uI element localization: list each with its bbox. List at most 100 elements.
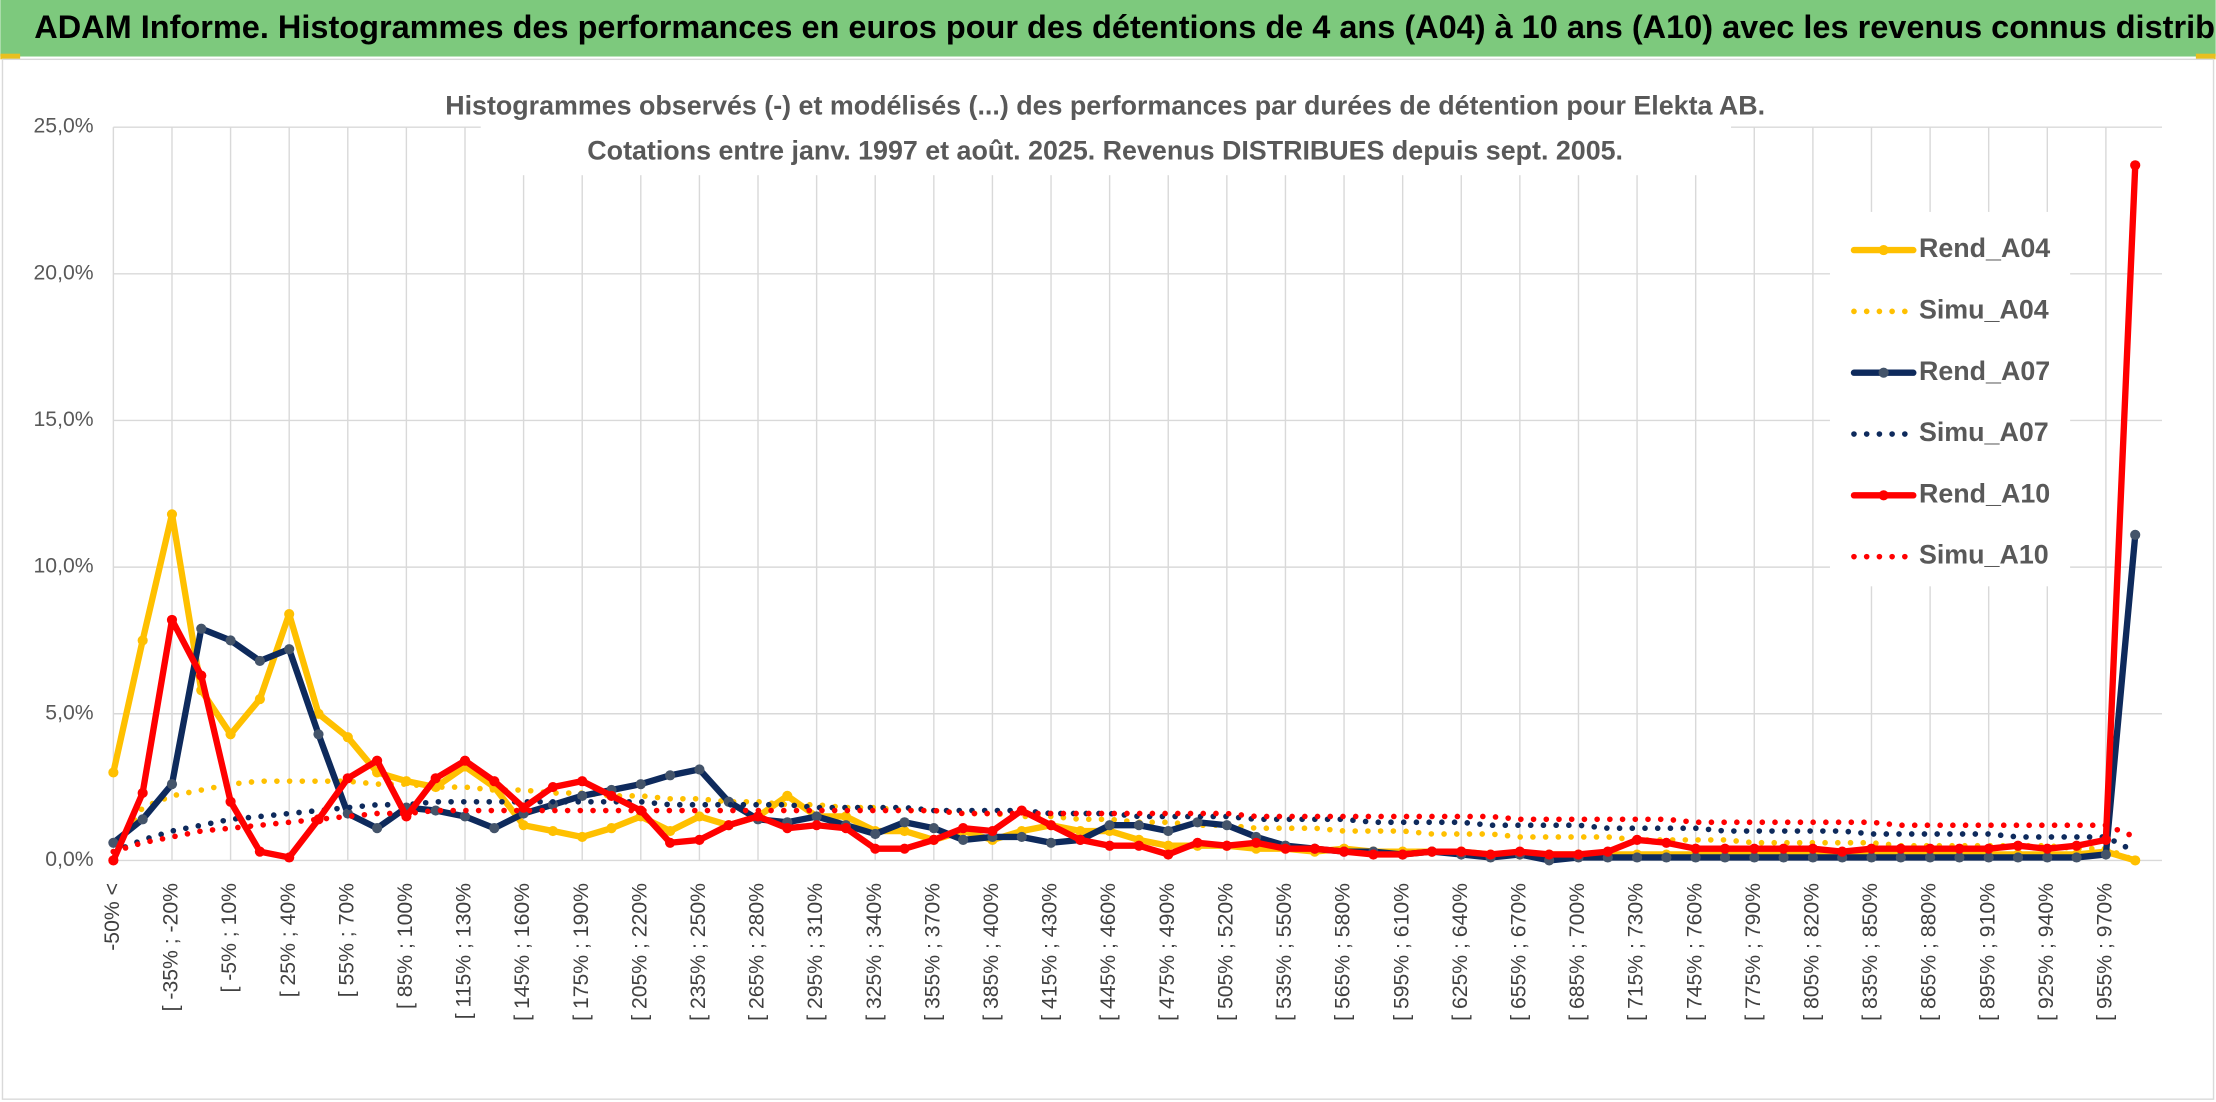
point-marker — [928, 834, 939, 845]
point-marker — [1983, 852, 1994, 863]
x-tick-label: [ 415% ; 430% — [1039, 883, 1062, 1021]
point-marker — [313, 814, 324, 825]
point-marker — [108, 855, 119, 866]
point-marker — [196, 670, 207, 681]
legend-marker — [1878, 244, 1889, 256]
legend-label: Rend_A10 — [1919, 478, 2050, 508]
point-marker — [577, 831, 588, 843]
point-marker — [372, 755, 383, 766]
point-marker — [1397, 849, 1408, 860]
x-tick-label: [ 715% ; 730% — [1625, 883, 1648, 1021]
point-marker — [1075, 834, 1086, 845]
point-marker — [2100, 834, 2111, 845]
point-marker — [166, 614, 178, 625]
x-tick-label: [ 655% ; 670% — [1507, 883, 1530, 1021]
point-marker — [1631, 852, 1643, 863]
point-marker — [665, 825, 676, 837]
point-marker — [1192, 837, 1203, 848]
point-marker — [1690, 843, 1701, 854]
point-marker — [489, 823, 500, 834]
point-marker — [2012, 852, 2024, 863]
legend-label: Simu_A10 — [1919, 540, 2049, 570]
x-tick-label: [ 895% ; 910% — [1976, 883, 1999, 1021]
header-bar — [0, 0, 2216, 57]
point-marker — [2100, 849, 2111, 860]
point-marker — [1456, 846, 1467, 857]
point-marker — [518, 820, 529, 831]
x-tick-label: [ -5% ; 10% — [218, 883, 241, 993]
point-marker — [1338, 846, 1350, 857]
point-marker — [782, 790, 793, 801]
x-tick-label: [ 475% ; 490% — [1156, 883, 1179, 1021]
point-marker — [1163, 840, 1174, 851]
point-marker — [1514, 846, 1525, 857]
point-marker — [635, 779, 646, 790]
x-tick-label: [ 175% ; 190% — [570, 883, 593, 1021]
x-tick-label: [ 745% ; 760% — [1683, 883, 1706, 1021]
x-tick-label: [ 595% ; 610% — [1390, 883, 1413, 1021]
x-tick-label: [ 355% ; 370% — [921, 883, 944, 1021]
point-marker — [1602, 846, 1613, 857]
point-marker — [1045, 820, 1057, 831]
point-marker — [225, 796, 236, 807]
x-tick-label: [ 535% ; 550% — [1273, 883, 1296, 1021]
y-tick-label: 20,0% — [34, 261, 94, 284]
point-marker — [577, 790, 588, 801]
point-marker — [1895, 843, 1906, 854]
point-marker — [1309, 843, 1320, 854]
point-marker — [254, 655, 265, 667]
x-tick-label: [ 265% ; 280% — [746, 883, 769, 1021]
point-marker — [899, 817, 910, 828]
y-tick-label: 10,0% — [34, 555, 94, 578]
point-marker — [899, 843, 910, 854]
point-marker — [1983, 843, 1994, 854]
point-marker — [1661, 852, 1672, 863]
y-tick-label: 15,0% — [34, 408, 94, 431]
point-marker — [958, 834, 969, 845]
point-marker — [928, 823, 939, 834]
point-marker — [313, 708, 324, 719]
point-marker — [2012, 840, 2024, 851]
point-marker — [723, 820, 734, 831]
point-marker — [2071, 852, 2082, 863]
x-tick-label: [ 115% ; 130% — [453, 883, 476, 1019]
point-marker — [1807, 843, 1818, 854]
series-line — [110, 798, 2139, 855]
point-marker — [1749, 843, 1760, 854]
point-marker — [1163, 849, 1174, 860]
point-marker — [1778, 852, 1789, 863]
y-tick-label: 0,0% — [45, 848, 93, 871]
point-marker — [1719, 852, 1731, 863]
point-marker — [606, 790, 617, 801]
point-marker — [1690, 852, 1701, 863]
x-tick-label: [ 505% ; 520% — [1214, 883, 1237, 1021]
point-marker — [1104, 820, 1115, 831]
point-marker — [459, 811, 471, 822]
x-tick-label: [ 85% ; 100% — [394, 883, 417, 1009]
point-marker — [665, 770, 676, 781]
series-line — [110, 162, 2139, 864]
legend-label: Rend_A07 — [1919, 356, 2050, 386]
point-marker — [694, 764, 705, 775]
point-marker — [840, 823, 852, 834]
point-marker — [137, 814, 148, 825]
point-marker — [1954, 843, 1965, 854]
x-tick-label: [ 25% ; 40% — [277, 883, 300, 997]
point-marker — [2130, 855, 2141, 866]
point-marker — [1368, 849, 1379, 860]
point-marker — [1837, 846, 1848, 857]
y-tick-label: 25,0% — [34, 115, 94, 138]
point-marker — [1573, 849, 1584, 860]
point-marker — [811, 820, 822, 831]
corner — [2195, 53, 2216, 60]
legend-bg — [1829, 211, 2071, 587]
point-marker — [284, 608, 295, 620]
point-marker — [137, 635, 148, 646]
chart-border — [1, 58, 2215, 1100]
point-marker — [547, 781, 558, 793]
point-marker — [2130, 529, 2141, 540]
point-marker — [782, 823, 793, 834]
point-marker — [1104, 840, 1115, 851]
